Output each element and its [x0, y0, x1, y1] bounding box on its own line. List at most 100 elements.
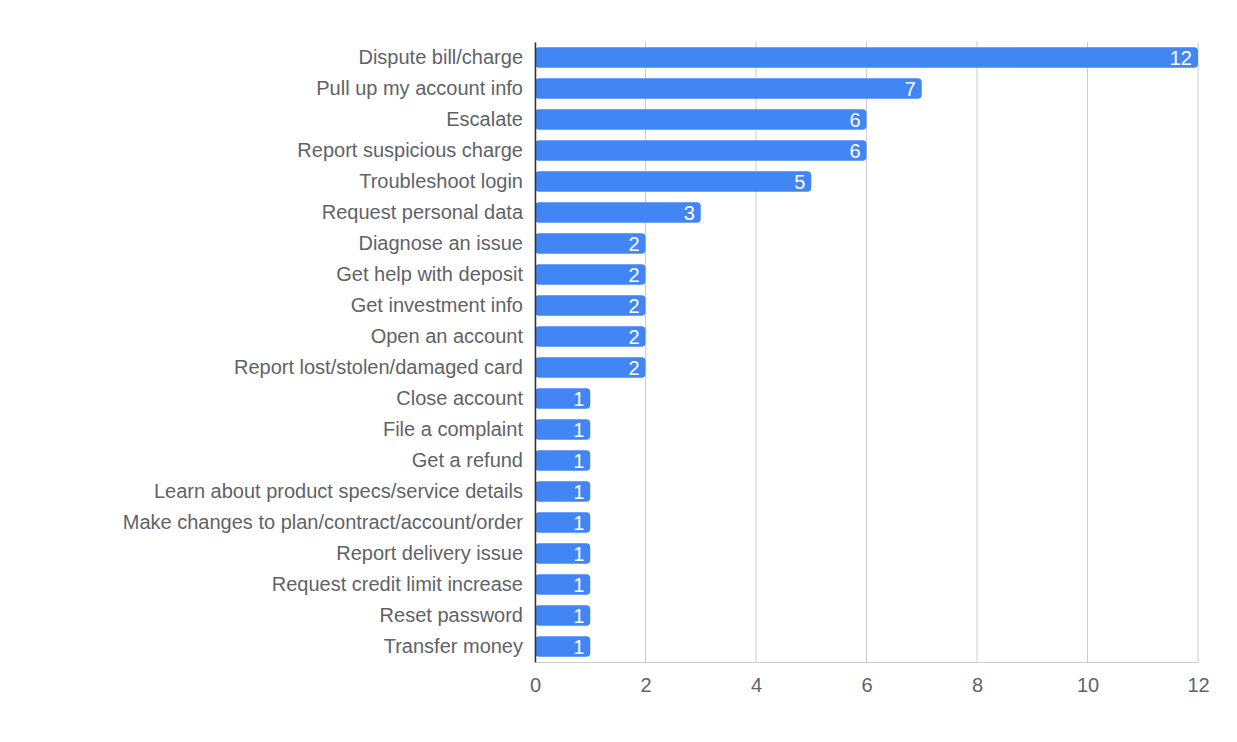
data-label: 1	[573, 419, 584, 441]
x-tick: 0	[530, 662, 541, 696]
data-label: 2	[628, 357, 639, 379]
category-label: Report suspicious charge	[297, 139, 523, 161]
category-label: Report lost/stolen/damaged card	[234, 356, 523, 378]
y-tick: Get investment info	[351, 294, 523, 316]
bar	[535, 202, 701, 222]
category-label: Escalate	[446, 108, 523, 130]
data-label: 1	[573, 574, 584, 596]
bar	[535, 357, 646, 377]
bar	[535, 419, 590, 439]
category-label: Close account	[396, 387, 523, 409]
x-tick: 12	[1187, 662, 1209, 696]
y-tick: Get a refund	[412, 449, 523, 471]
category-label: Get help with deposit	[336, 263, 523, 285]
data-label: 1	[573, 605, 584, 627]
bar	[535, 512, 590, 532]
bar	[535, 233, 646, 253]
y-tick: Get help with deposit	[336, 263, 523, 285]
x-tick-label: 10	[1077, 674, 1099, 696]
grid-line	[1198, 42, 1199, 662]
data-label: 1	[573, 481, 584, 503]
x-tick: 4	[751, 662, 762, 696]
x-tick-label: 2	[640, 674, 651, 696]
data-label: 1	[573, 636, 584, 658]
data-label: 2	[628, 233, 639, 255]
x-tick-label: 8	[972, 674, 983, 696]
y-tick: Request credit limit increase	[272, 573, 523, 595]
data-labels: 127665322222111111111	[573, 47, 1192, 658]
x-axis-line	[536, 662, 1199, 663]
y-tick: Close account	[396, 387, 523, 409]
y-tick: Make changes to plan/contract/account/or…	[123, 511, 524, 533]
y-tick: Transfer money	[384, 635, 523, 657]
data-label: 1	[573, 512, 584, 534]
x-tick-label: 0	[530, 674, 541, 696]
data-label: 12	[1170, 47, 1192, 69]
y-axis-line	[535, 43, 537, 663]
category-label: Get a refund	[412, 449, 523, 471]
data-label: 3	[684, 202, 695, 224]
x-tick-label: 4	[751, 674, 762, 696]
bar	[535, 636, 590, 656]
x-tick-label: 12	[1187, 674, 1209, 696]
y-tick: Troubleshoot login	[359, 170, 523, 192]
y-tick: Escalate	[446, 108, 523, 130]
category-label: Report delivery issue	[336, 542, 523, 564]
y-tick: Dispute bill/charge	[358, 46, 523, 68]
y-tick: Reset password	[380, 604, 523, 626]
category-label: Pull up my account info	[316, 77, 523, 99]
chart-container: 024681012Dispute bill/chargePull up my a…	[0, 0, 1237, 742]
bar	[535, 481, 590, 501]
bar	[535, 574, 590, 594]
y-tick: Pull up my account info	[316, 77, 523, 99]
y-tick: Report suspicious charge	[297, 139, 523, 161]
category-label: Request personal data	[322, 201, 524, 223]
bar	[535, 605, 590, 625]
data-label: 6	[849, 140, 860, 162]
category-label: Transfer money	[384, 635, 523, 657]
category-label: Learn about product specs/service detail…	[154, 480, 523, 502]
bar	[535, 47, 1198, 67]
category-label: Make changes to plan/contract/account/or…	[123, 511, 524, 533]
y-tick: Report delivery issue	[336, 542, 523, 564]
data-label: 2	[628, 264, 639, 286]
bar	[535, 295, 646, 315]
bar	[535, 450, 590, 470]
y-axis: Dispute bill/charge Pull up my account in…	[123, 43, 536, 663]
grid-line	[756, 42, 757, 662]
x-tick: 8	[972, 662, 983, 696]
x-tick-label: 6	[861, 674, 872, 696]
grid-line	[645, 42, 646, 662]
y-tick: Learn about product specs/service detail…	[154, 480, 523, 502]
y-tick: File a complaint	[383, 418, 524, 440]
category-label: File a complaint	[383, 418, 524, 440]
category-label: Dispute bill/charge	[358, 46, 523, 68]
grid-line	[866, 42, 867, 662]
x-tick: 6	[861, 662, 872, 696]
bar	[535, 326, 646, 346]
y-tick: Report lost/stolen/damaged card	[234, 356, 523, 378]
category-label: Open an account	[371, 325, 524, 347]
x-tick: 10	[1077, 662, 1099, 696]
y-tick: Open an account	[371, 325, 524, 347]
chart-svg: 024681012Dispute bill/chargePull up my a…	[0, 0, 1237, 742]
category-label: Get investment info	[351, 294, 523, 316]
grid-line	[977, 42, 978, 662]
bar	[535, 109, 867, 129]
bar	[535, 171, 811, 191]
grid-line	[535, 42, 536, 662]
data-label: 1	[573, 450, 584, 472]
category-label: Diagnose an issue	[358, 232, 523, 254]
category-label: Reset password	[380, 604, 523, 626]
data-label: 2	[628, 326, 639, 348]
category-label: Troubleshoot login	[359, 170, 523, 192]
grid-line	[1087, 42, 1088, 662]
data-label: 2	[628, 295, 639, 317]
bar	[535, 78, 922, 98]
bar	[535, 543, 590, 563]
bars	[535, 47, 1198, 656]
x-axis: 0 2 4 6 8 10 12	[530, 662, 1210, 696]
y-tick: Diagnose an issue	[358, 232, 523, 254]
data-label: 6	[849, 109, 860, 131]
data-label: 1	[573, 388, 584, 410]
